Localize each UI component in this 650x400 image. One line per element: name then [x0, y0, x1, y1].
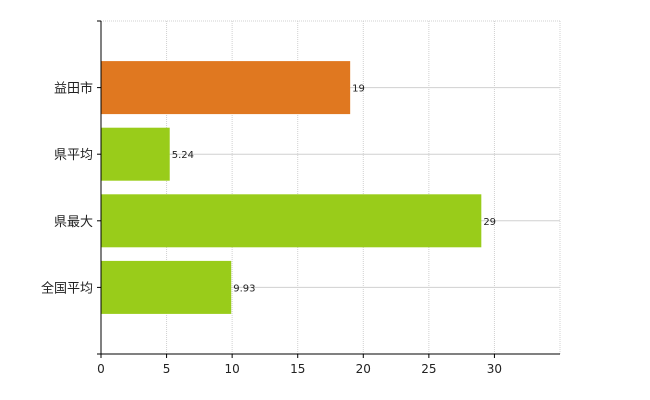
x-tick-labels: 0 5 10 15 20 25 30: [97, 362, 502, 376]
bars: [101, 61, 482, 314]
x-tick-label: 0: [97, 362, 105, 376]
data-label: 5.24: [172, 150, 194, 161]
x-tick-label: 15: [290, 362, 305, 376]
category-label: 県最大: [54, 215, 93, 230]
x-tick-label: 25: [421, 362, 436, 376]
data-labels: 19 5.24 29 9.93: [172, 84, 496, 295]
category-label: 県平均: [54, 148, 93, 163]
data-label: 29: [483, 217, 496, 228]
axes: [97, 20, 560, 358]
x-tick-label: 30: [487, 362, 502, 376]
bar: [101, 194, 482, 248]
bar: [101, 61, 351, 115]
bar: [101, 127, 170, 181]
x-tick-label: 10: [225, 362, 240, 376]
x-tick-label: 5: [163, 362, 171, 376]
category-label: 益田市: [54, 81, 93, 97]
bar: [101, 260, 232, 314]
x-tick-label: 20: [356, 362, 371, 376]
data-label: 9.93: [233, 283, 255, 294]
data-label: 19: [352, 84, 365, 95]
category-label: 全国平均: [41, 280, 93, 296]
